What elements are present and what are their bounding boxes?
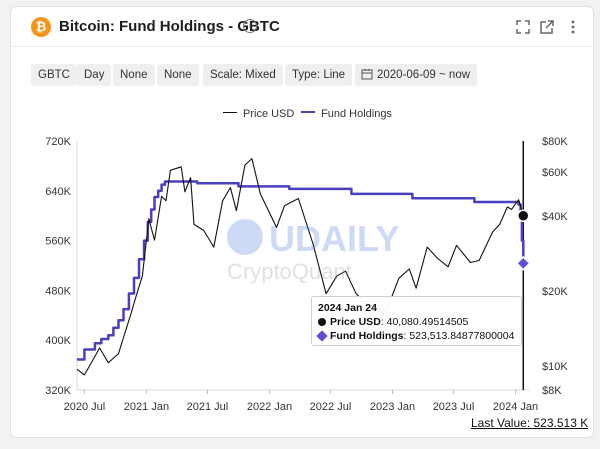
legend-swatch-price <box>223 111 237 113</box>
tooltip-price-label: Price USD <box>330 316 381 328</box>
filter-comparison[interactable]: None <box>157 64 199 86</box>
left-axis-tick-label: 480K <box>45 285 71 297</box>
left-axis-tick-label: 560K <box>45 236 71 248</box>
card-header: ₿ Bitcoin: Fund Holdings - GBTC i <box>11 7 593 47</box>
date-range-label: 2020-06-09 ~ now <box>377 69 471 81</box>
legend-label-price: Price USD <box>243 108 295 120</box>
left-axis-tick-label: 720K <box>45 136 71 148</box>
price-marker <box>517 209 530 222</box>
tooltip-price-marker <box>318 318 326 326</box>
x-axis-tick-label: 2021 Jul <box>187 401 229 413</box>
chart-card: ₿ Bitcoin: Fund Holdings - GBTC i GBTC D… <box>10 6 594 438</box>
tooltip-date: 2024 Jan 24 <box>318 302 377 314</box>
last-value-label[interactable]: Last Value: 523.513 K <box>471 416 589 430</box>
tooltip-holdings-row: Fund Holdings: 523,513.84877800004 <box>316 329 515 343</box>
more-options-icon[interactable] <box>565 19 581 35</box>
open-external-icon[interactable] <box>539 19 555 35</box>
filter-date-range[interactable]: 2020-06-09 ~ now <box>355 64 478 86</box>
right-axis-tick-label: $60K <box>542 167 568 179</box>
tooltip-holdings-marker <box>316 330 328 342</box>
right-axis-tick-label: $80K <box>542 136 568 148</box>
legend-label-holdings: Fund Holdings <box>321 108 392 120</box>
tooltip-price-value: : 40,080.49514505 <box>380 316 469 328</box>
x-axis-tick-label: 2024 Jan <box>493 401 538 413</box>
tooltip-price-row: Price USD: 40,080.49514505 <box>318 315 515 329</box>
legend-item-price[interactable]: Price USD <box>223 108 294 120</box>
series-line-fund-holdings <box>77 180 525 361</box>
holdings-marker <box>515 255 531 271</box>
left-axis-tick-label: 400K <box>45 335 71 347</box>
legend-item-holdings[interactable]: Fund Holdings <box>301 108 392 120</box>
filter-scale[interactable]: Scale: Mixed <box>203 64 283 86</box>
right-axis-tick-label: $40K <box>542 211 568 223</box>
tooltip-holdings-label: Fund Holdings <box>330 330 404 342</box>
chart-legend: Price USD Fund Holdings <box>11 108 593 124</box>
series-line-price <box>76 158 524 376</box>
x-axis-tick-label: 2023 Jan <box>370 401 415 413</box>
calendar-icon <box>361 69 373 80</box>
left-axis-tick-label: 320K <box>45 385 71 397</box>
x-axis-tick-label: 2021 Jan <box>124 401 169 413</box>
x-axis-tick-label: 2023 Jul <box>433 401 475 413</box>
bitcoin-icon: ₿ <box>31 17 51 37</box>
watermark-sub: CryptoQuant <box>227 259 352 284</box>
legend-swatch-holdings <box>301 111 315 114</box>
data-tooltip: 2024 Jan 24 Price USD: 40,080.49514505 F… <box>311 296 522 346</box>
right-axis-tick-label: $20K <box>542 286 568 298</box>
filter-asset[interactable]: GBTC <box>31 64 77 86</box>
watermark-logo: UDAILY CryptoQuant <box>227 218 400 284</box>
x-axis-tick-label: 2022 Jul <box>310 401 352 413</box>
right-axis-tick-label: $10K <box>542 361 568 373</box>
info-icon[interactable]: i <box>243 19 257 33</box>
filter-interval[interactable]: Day <box>77 64 112 86</box>
fullscreen-icon[interactable] <box>515 19 531 35</box>
chart-title: Bitcoin: Fund Holdings - GBTC <box>59 18 280 35</box>
chart-plot[interactable]: 320K 400K 480K 560K 640K 720K $8K $10K $20K $40K $… <box>11 7 595 439</box>
left-axis-tick-label: 640K <box>45 186 71 198</box>
x-axis-tick-label: 2022 Jan <box>247 401 292 413</box>
filter-moving-average[interactable]: None <box>113 64 155 86</box>
filter-chart-type[interactable]: Type: Line <box>285 64 353 86</box>
tooltip-holdings-value: : 523,513.84877800004 <box>403 330 515 342</box>
x-axis-tick-label: 2020 Jul <box>64 401 106 413</box>
right-axis-tick-label: $8K <box>542 385 562 397</box>
watermark-brand: UDAILY <box>269 218 400 259</box>
